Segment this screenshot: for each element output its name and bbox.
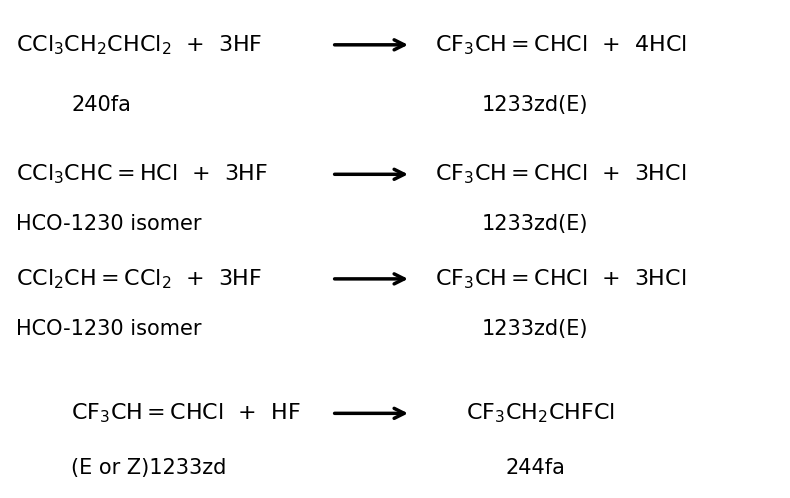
Text: CF$_3$CH$=$CHCl  +  4HCl: CF$_3$CH$=$CHCl + 4HCl (435, 33, 687, 57)
Text: 240fa: 240fa (71, 95, 131, 115)
Text: 1233zd(E): 1233zd(E) (482, 319, 589, 339)
Text: CCl$_3$CHC$=$HCl  +  3HF: CCl$_3$CHC$=$HCl + 3HF (16, 162, 268, 186)
Text: CF$_3$CH$=$CHCl  +  3HCl: CF$_3$CH$=$CHCl + 3HCl (435, 162, 686, 186)
Text: 1233zd(E): 1233zd(E) (482, 95, 589, 115)
Text: 244fa: 244fa (506, 458, 566, 478)
Text: CF$_3$CH$_2$CHFCl: CF$_3$CH$_2$CHFCl (466, 401, 615, 425)
Text: 1233zd(E): 1233zd(E) (482, 214, 589, 234)
Text: CCl$_3$CH$_2$CHCl$_2$  +  3HF: CCl$_3$CH$_2$CHCl$_2$ + 3HF (16, 33, 262, 57)
Text: HCO-1230 isomer: HCO-1230 isomer (16, 319, 201, 339)
Text: CF$_3$CH$=$CHCl  +  HF: CF$_3$CH$=$CHCl + HF (71, 401, 301, 425)
Text: CF$_3$CH$=$CHCl  +  3HCl: CF$_3$CH$=$CHCl + 3HCl (435, 267, 686, 291)
Text: (E or Z)1233zd: (E or Z)1233zd (71, 458, 227, 478)
Text: HCO-1230 isomer: HCO-1230 isomer (16, 214, 201, 234)
Text: CCl$_2$CH$=$CCl$_2$  +  3HF: CCl$_2$CH$=$CCl$_2$ + 3HF (16, 267, 261, 291)
